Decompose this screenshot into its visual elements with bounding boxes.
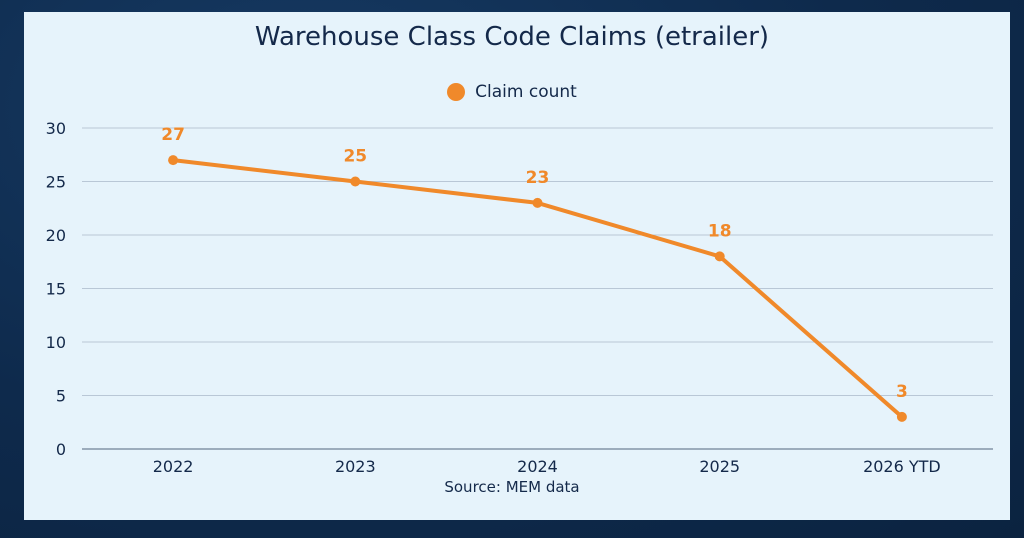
y-tick-label: 30 [46, 119, 66, 138]
series-claim-count [168, 155, 907, 422]
data-point [532, 197, 543, 208]
chart-source: Source: MEM data [444, 478, 580, 496]
data-point [714, 251, 725, 262]
data-label: 25 [343, 147, 367, 167]
data-point [168, 155, 179, 166]
legend-marker-icon [447, 83, 466, 101]
data-point [350, 176, 361, 187]
chart-title: Warehouse Class Code Claims (etrailer) [254, 22, 770, 52]
data-label: 23 [526, 168, 550, 188]
data-point [896, 411, 907, 422]
y-axis-ticks: 0 5 10 15 20 25 30 [46, 119, 66, 459]
chart-panel [24, 12, 1010, 520]
x-tick-label: 2026 YTD [863, 457, 941, 476]
y-tick-label: 25 [46, 173, 66, 192]
legend-label: Claim count [475, 82, 577, 102]
x-tick-label: 2023 [335, 457, 376, 476]
x-tick-label: 2022 [153, 457, 194, 476]
chart-legend: Claim count [0, 82, 1024, 102]
y-tick-label: 0 [56, 440, 66, 459]
y-tick-label: 5 [56, 387, 66, 406]
x-axis-ticks: 2022 2023 2024 2025 2026 YTD [153, 457, 941, 476]
data-label: 18 [708, 221, 732, 241]
x-tick-label: 2025 [699, 457, 740, 476]
data-label: 27 [161, 125, 185, 145]
data-labels: 27 25 23 18 3 [161, 125, 908, 402]
y-tick-label: 20 [46, 226, 66, 245]
y-tick-label: 15 [46, 280, 66, 299]
x-tick-label: 2024 [517, 457, 558, 476]
data-label: 3 [896, 382, 908, 402]
grid-lines [82, 127, 993, 450]
y-tick-label: 10 [46, 333, 66, 352]
